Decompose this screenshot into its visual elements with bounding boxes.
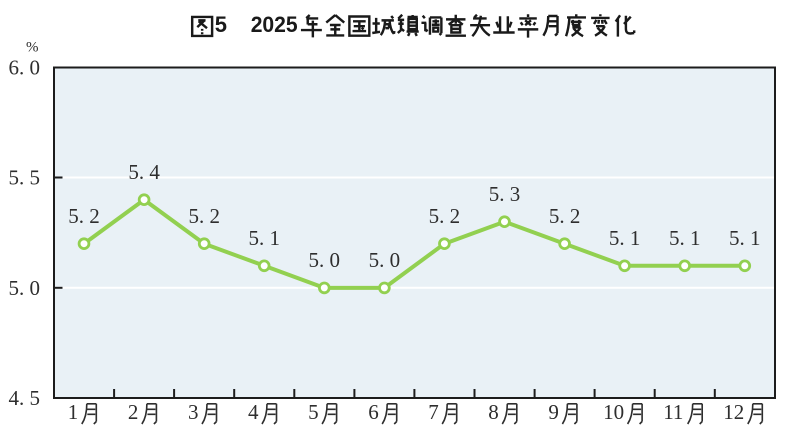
svg-text:12: 12 [723, 400, 744, 424]
svg-text:6: 6 [368, 400, 379, 424]
svg-text:5. 0: 5. 0 [369, 248, 401, 272]
svg-text:5. 1: 5. 1 [248, 226, 280, 250]
svg-text:4: 4 [248, 400, 259, 424]
svg-text:5. 2: 5. 2 [429, 204, 461, 228]
svg-text:5. 1: 5. 1 [729, 226, 761, 250]
svg-text:5. 2: 5. 2 [549, 204, 581, 228]
svg-text:5. 4: 5. 4 [128, 160, 160, 184]
svg-text:5. 0: 5. 0 [9, 276, 41, 300]
svg-text:10: 10 [603, 400, 624, 424]
svg-text:8: 8 [488, 400, 499, 424]
svg-text:7: 7 [428, 400, 439, 424]
svg-text:1: 1 [68, 400, 79, 424]
svg-text:5. 1: 5. 1 [669, 226, 701, 250]
svg-text:%: % [26, 40, 39, 56]
svg-text:5. 3: 5. 3 [489, 182, 521, 206]
svg-text:5: 5 [215, 12, 227, 37]
svg-text:5. 1: 5. 1 [609, 226, 641, 250]
svg-text:5. 5: 5. 5 [9, 166, 41, 190]
svg-text:4. 5: 4. 5 [9, 386, 41, 410]
svg-text:5. 0: 5. 0 [309, 248, 341, 272]
svg-text:5. 2: 5. 2 [68, 204, 100, 228]
svg-text:5: 5 [308, 400, 319, 424]
svg-text:6. 0: 6. 0 [9, 56, 41, 80]
svg-text:11: 11 [663, 400, 683, 424]
svg-text:5. 2: 5. 2 [188, 204, 220, 228]
svg-text:2025: 2025 [251, 12, 298, 37]
svg-text:2: 2 [128, 400, 138, 424]
svg-text:9: 9 [548, 400, 559, 424]
svg-text:3: 3 [188, 400, 199, 424]
